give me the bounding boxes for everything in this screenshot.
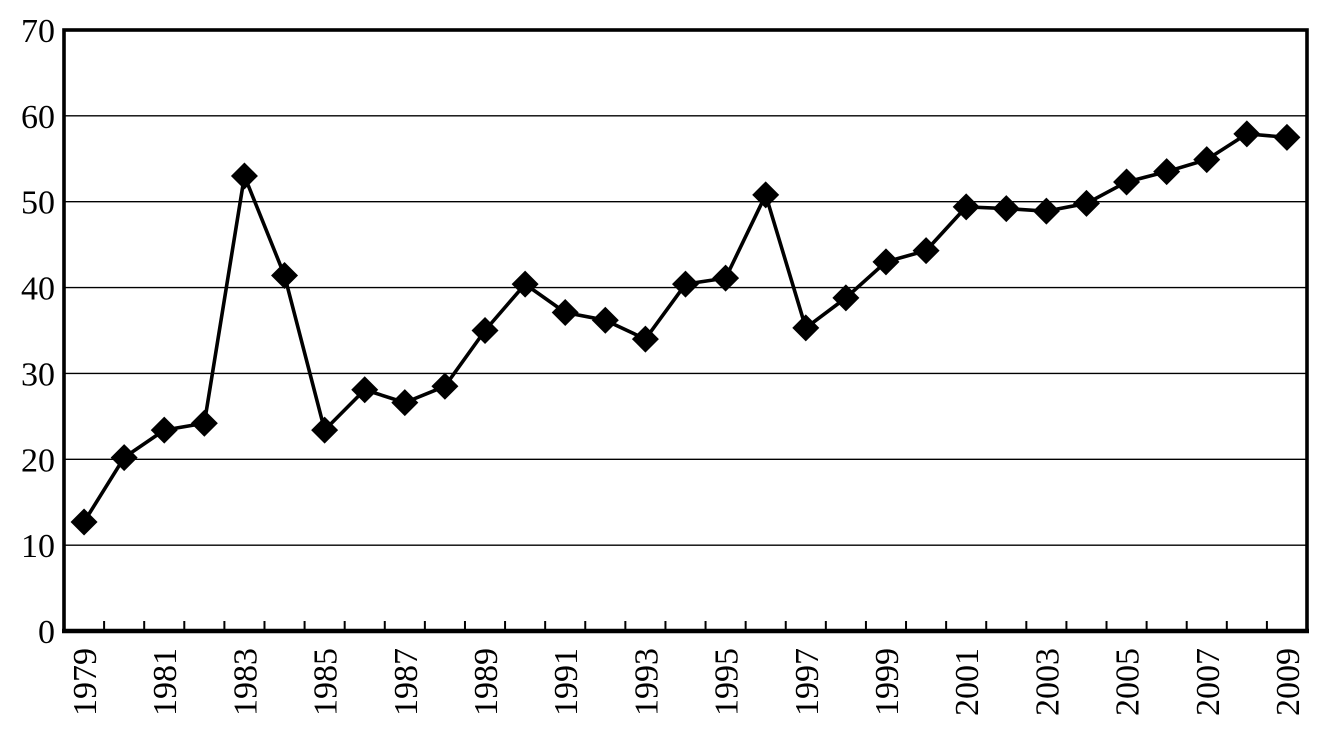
data-point-2006 [1153,158,1181,186]
data-point-1992 [591,306,619,334]
data-point-2003 [1032,197,1060,225]
y-tick-label-40: 40 [21,271,55,308]
data-point-1980 [110,444,138,472]
data-point-1987 [391,389,419,417]
data-point-1985 [311,416,339,444]
x-tick-label-2005: 2005 [1110,648,1147,716]
x-tick-label-2007: 2007 [1190,648,1227,716]
data-point-1984 [271,262,299,290]
y-tick-label-10: 10 [21,528,55,565]
data-point-1994 [672,270,699,298]
y-tick-label-70: 70 [21,13,55,50]
data-point-1990 [511,270,539,298]
data-point-1989 [471,317,499,344]
x-tick-label-2001: 2001 [949,648,986,716]
x-tick-label-2009: 2009 [1270,648,1307,716]
data-line [82,132,1288,523]
y-tick-label-20: 20 [21,442,55,479]
x-tick-label-1991: 1991 [548,648,585,716]
plot-frame [62,28,1309,633]
data-point-2001 [952,193,980,221]
data-point-1979 [70,508,98,536]
data-point-2009 [1273,123,1301,151]
data-point-1998 [832,284,860,312]
x-tick-label-1993: 1993 [628,648,665,716]
x-tick-label-1985: 1985 [308,648,345,716]
y-tick-label-50: 50 [21,185,55,222]
data-point-1996 [752,181,780,209]
data-point-1995 [712,264,740,292]
x-tick-label-2003: 2003 [1029,648,1066,716]
y-tick-label-60: 60 [21,99,55,136]
data-point-1986 [351,376,379,404]
data-point-1999 [872,248,900,276]
data-point-2005 [1113,168,1141,196]
x-tick-label-1987: 1987 [388,648,425,716]
data-point-2002 [992,195,1020,223]
data-point-2007 [1193,146,1221,174]
x-tick-label-1979: 1979 [67,648,104,716]
data-point-2008 [1233,120,1261,148]
x-tick-label-1981: 1981 [147,648,184,716]
y-tick-label-30: 30 [21,356,55,393]
data-point-1988 [431,372,459,400]
data-point-1997 [792,314,820,342]
data-point-2000 [912,237,940,265]
x-tick-label-1997: 1997 [789,648,826,716]
data-point-1982 [190,409,218,437]
data-point-1991 [551,298,579,326]
x-tick-label-1989: 1989 [468,648,505,716]
x-tick-label-1995: 1995 [709,648,746,716]
x-tick-label-1983: 1983 [227,648,264,716]
data-point-1993 [631,325,659,353]
data-point-2004 [1072,189,1100,217]
data-point-1983 [230,162,258,190]
data-point-1981 [150,416,178,444]
y-tick-label-0: 0 [38,614,55,651]
x-tick-label-1999: 1999 [869,648,906,716]
